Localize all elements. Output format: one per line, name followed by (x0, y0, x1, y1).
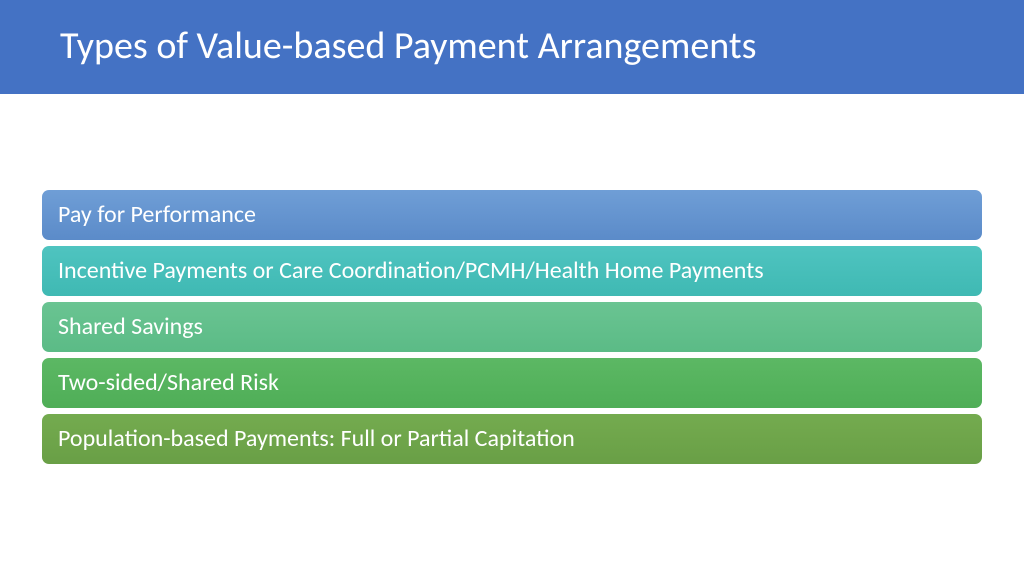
bar-item: Two-sided/Shared Risk (42, 358, 982, 408)
slide-title: Types of Value-based Payment Arrangement… (60, 26, 756, 68)
title-band: Types of Value-based Payment Arrangement… (0, 0, 1024, 94)
bar-item: Pay for Performance (42, 190, 982, 240)
slide: Types of Value-based Payment Arrangement… (0, 0, 1024, 576)
bar-item: Incentive Payments or Care Coordination/… (42, 246, 982, 296)
bar-label: Population-based Payments: Full or Parti… (58, 424, 575, 453)
bar-item: Shared Savings (42, 302, 982, 352)
bar-label: Shared Savings (58, 312, 203, 341)
bars-container: Pay for Performance Incentive Payments o… (42, 190, 982, 464)
bar-item: Population-based Payments: Full or Parti… (42, 414, 982, 464)
bar-label: Two-sided/Shared Risk (58, 368, 279, 397)
bar-label: Incentive Payments or Care Coordination/… (58, 256, 764, 285)
bar-label: Pay for Performance (58, 200, 256, 229)
